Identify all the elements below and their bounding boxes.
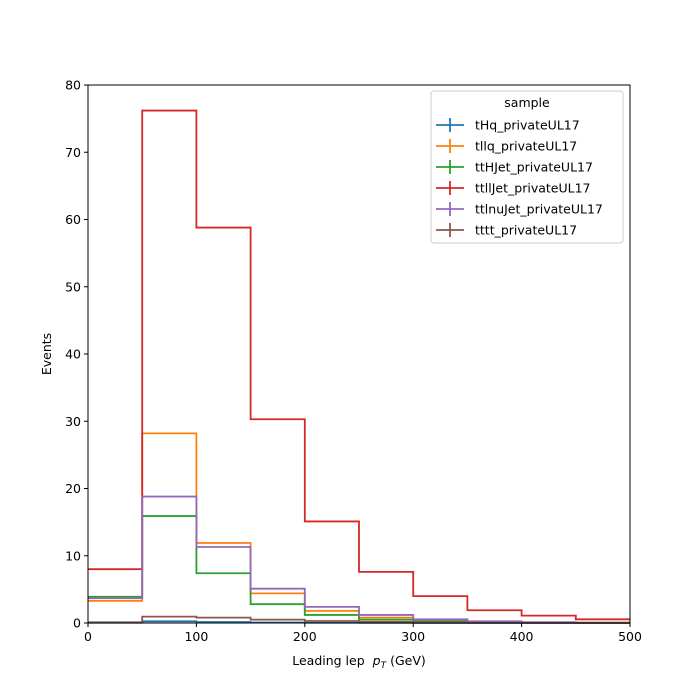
- legend-frame: [430, 90, 624, 244]
- legend-label: ttllJet_privateUL17: [475, 181, 591, 196]
- x-tick-label: 0: [84, 629, 92, 644]
- y-axis-label: Events: [39, 333, 54, 375]
- x-axis-label: Leading lep pT (GeV): [292, 653, 426, 671]
- x-axis-label-unit: (GeV): [390, 653, 426, 668]
- y-tick-label: 40: [65, 347, 81, 362]
- y-tick-label: 50: [65, 279, 81, 294]
- legend-entry: ttlnuJet_privateUL17: [436, 202, 603, 217]
- y-tick-label: 20: [65, 481, 81, 496]
- x-tick-label: 300: [401, 629, 425, 644]
- y-tick-label: 60: [65, 212, 81, 227]
- legend-label: tHq_privateUL17: [475, 118, 580, 133]
- legend-entry: tttt_privateUL17: [436, 223, 577, 238]
- y-tick-label: 0: [73, 616, 81, 631]
- legend-entry: tllq_privateUL17: [436, 139, 577, 154]
- x-axis-label-symbol: p: [372, 653, 381, 668]
- x-tick-label: 400: [510, 629, 534, 644]
- x-tick-label: 500: [618, 629, 642, 644]
- legend-entry: ttHJet_privateUL17: [436, 160, 593, 175]
- histogram-series-3: [88, 109, 630, 621]
- y-tick-label: 80: [65, 78, 81, 93]
- legend-label: tttt_privateUL17: [475, 223, 577, 238]
- legend-entries: tHq_privateUL17 tllq_privateUL17 ttHJet_pr…: [436, 118, 603, 238]
- plot-area: [88, 109, 630, 624]
- legend-entry: tHq_privateUL17: [436, 118, 580, 133]
- x-tick-label: 200: [293, 629, 317, 644]
- legend-entry: ttllJet_privateUL17: [436, 181, 591, 196]
- x-axis-label-subscript: T: [381, 661, 388, 671]
- legend-label: ttHJet_privateUL17: [475, 160, 593, 175]
- legend-title: sample: [504, 95, 550, 110]
- legend: sample tHq_privateUL17 tllq_privateUL17tt…: [430, 90, 624, 244]
- x-tick-label: 100: [184, 629, 208, 644]
- legend-label: tllq_privateUL17: [475, 139, 577, 154]
- legend-label: ttlnuJet_privateUL17: [475, 202, 603, 217]
- x-axis-label-text: Leading lep: [292, 653, 364, 668]
- y-tick-label: 70: [65, 145, 81, 160]
- y-tick-label: 10: [65, 548, 81, 563]
- x-axis-ticks: 0 100 200 300 400 500: [84, 623, 642, 644]
- y-axis-ticks: 0 10 20 30 40 50 60 70 80: [65, 78, 88, 631]
- y-tick-label: 30: [65, 414, 81, 429]
